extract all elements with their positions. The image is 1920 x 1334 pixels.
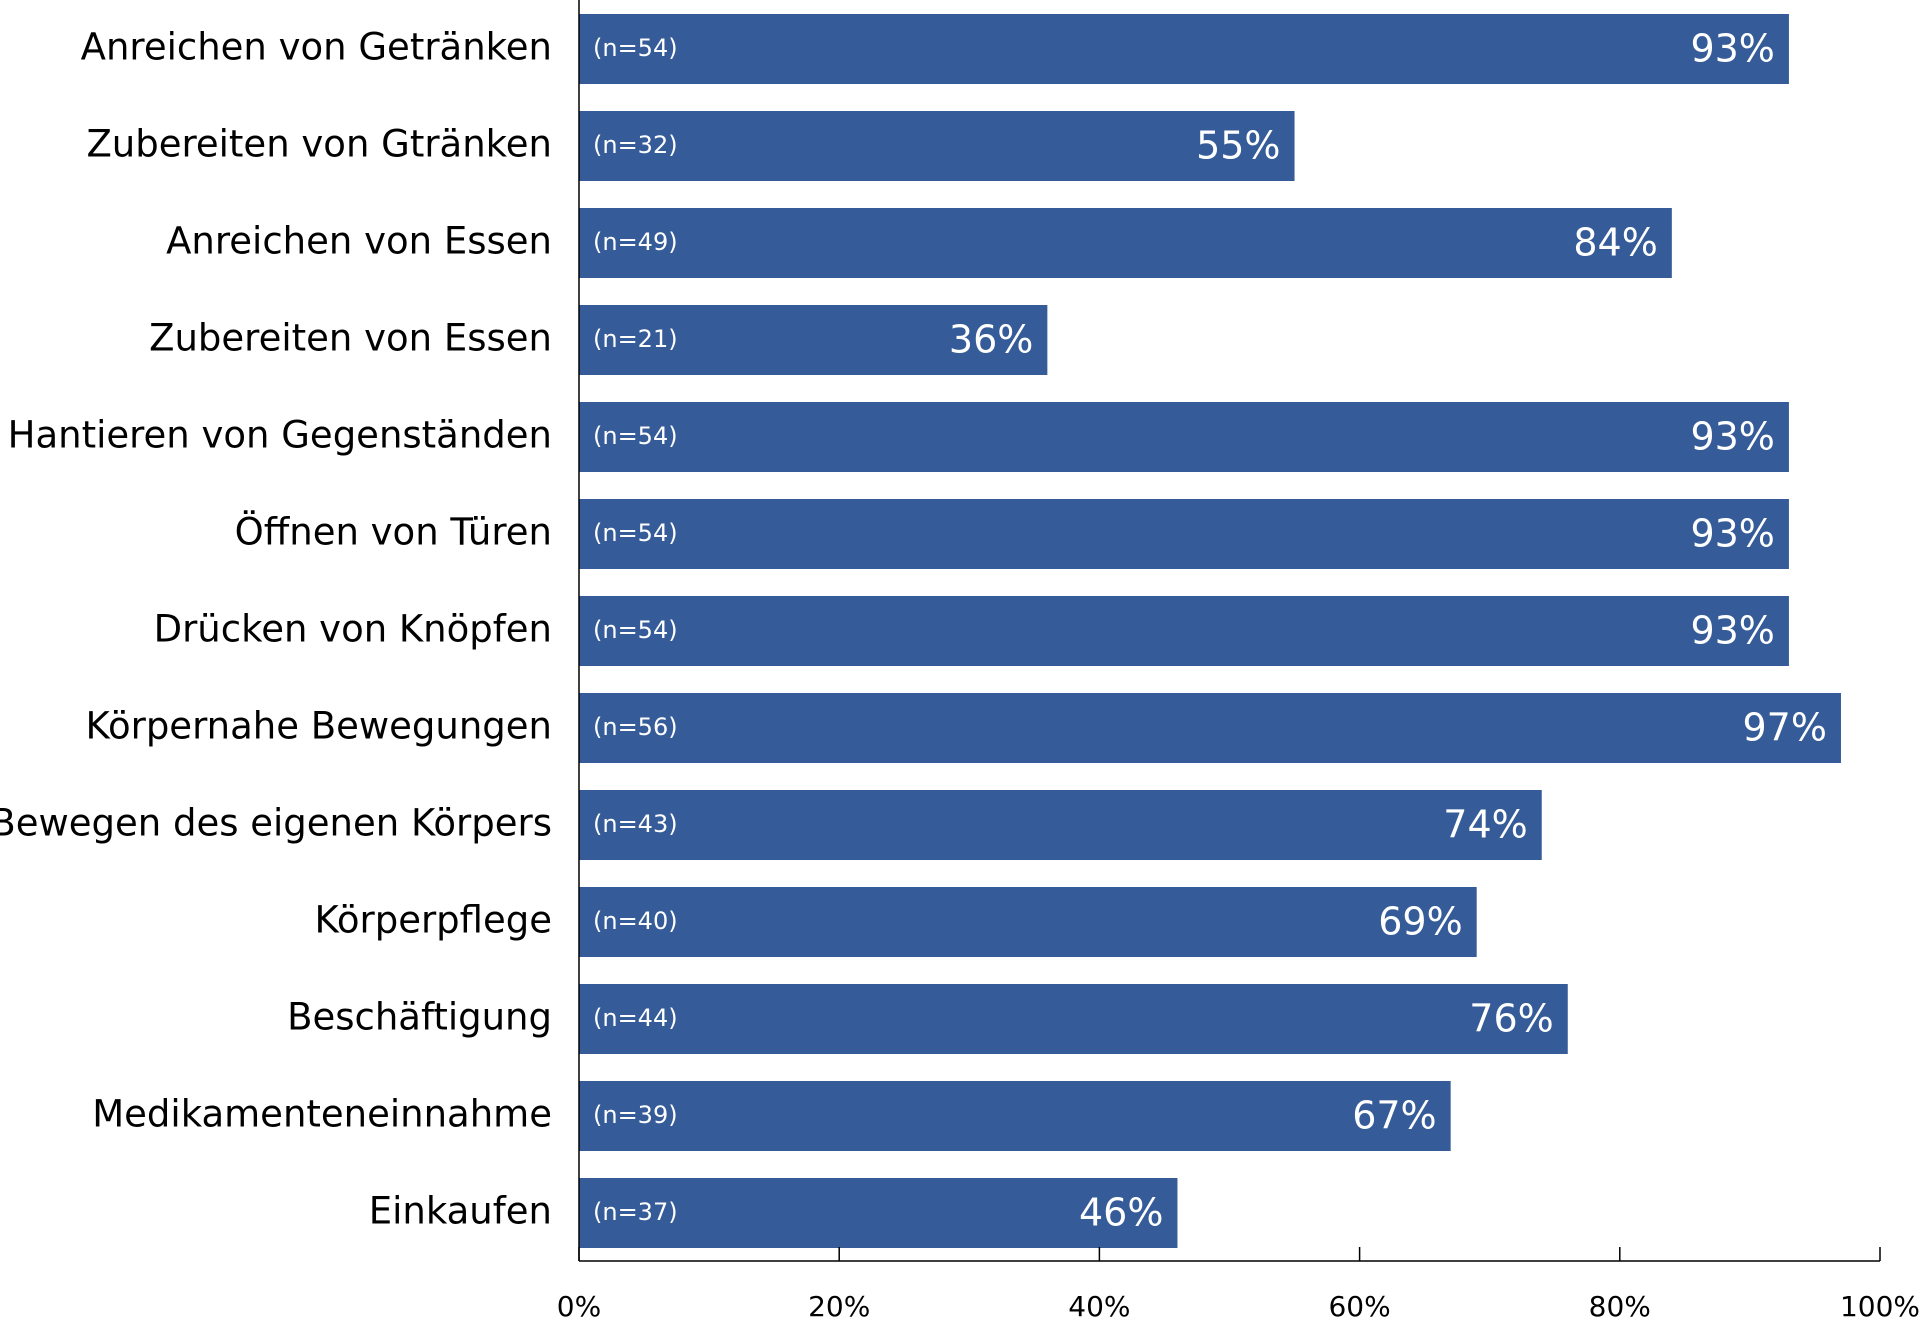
value-label: 55% [1196,124,1280,168]
n-label: (n=54) [593,519,678,547]
x-tick-label: 0% [557,1290,601,1323]
n-label: (n=54) [593,616,678,644]
bar [579,402,1789,472]
category-label: Öffnen von Türen [235,511,552,554]
x-tick-label: 100% [1840,1290,1920,1323]
bar [579,596,1789,666]
category-label: Einkaufen [369,1190,552,1233]
category-label: Körperpflege [314,899,552,942]
category-label: Hantieren von Gegenständen [8,414,552,457]
bar [579,1178,1178,1248]
value-label: 93% [1690,27,1774,71]
n-label: (n=54) [593,34,678,62]
value-label: 74% [1443,803,1527,847]
bar [579,305,1048,375]
bar [579,790,1542,860]
value-label: 46% [1079,1191,1163,1235]
n-label: (n=49) [593,228,678,256]
category-label: Beschäftigung [287,996,552,1039]
n-label: (n=37) [593,1198,678,1226]
value-label: 93% [1690,512,1774,556]
bar [579,111,1295,181]
value-label: 84% [1573,221,1657,265]
value-label: 69% [1378,900,1462,944]
x-tick-label: 80% [1589,1290,1651,1323]
n-label: (n=40) [593,907,678,935]
x-tick-label: 20% [808,1290,870,1323]
n-label: (n=21) [593,325,678,353]
n-label: (n=54) [593,422,678,450]
n-label: (n=56) [593,713,678,741]
bar [579,887,1477,957]
value-label: 93% [1690,415,1774,459]
category-label: Anreichen von Getränken [81,26,552,69]
value-label: 97% [1743,706,1827,750]
n-label: (n=39) [593,1101,678,1129]
n-label: (n=43) [593,810,678,838]
category-label: Bewegen des eigenen Körpers [0,802,552,845]
category-label: Zubereiten von Gtränken [86,123,552,166]
category-label: Drücken von Knöpfen [154,608,552,651]
value-label: 36% [949,318,1033,362]
x-tick-label: 60% [1328,1290,1390,1323]
bar [579,1081,1451,1151]
category-label: Anreichen von Essen [166,220,552,263]
value-label: 67% [1352,1094,1436,1138]
n-label: (n=32) [593,131,678,159]
bar [579,208,1672,278]
bar [579,499,1789,569]
bar [579,693,1841,763]
value-label: 93% [1690,609,1774,653]
bar [579,984,1568,1054]
value-label: 76% [1469,997,1553,1041]
category-label: Körpernahe Bewegungen [86,705,552,748]
bar [579,14,1789,84]
x-tick-label: 40% [1068,1290,1130,1323]
category-label: Medikamenteneinnahme [92,1093,552,1136]
category-label: Zubereiten von Essen [149,317,552,360]
n-label: (n=44) [593,1004,678,1032]
